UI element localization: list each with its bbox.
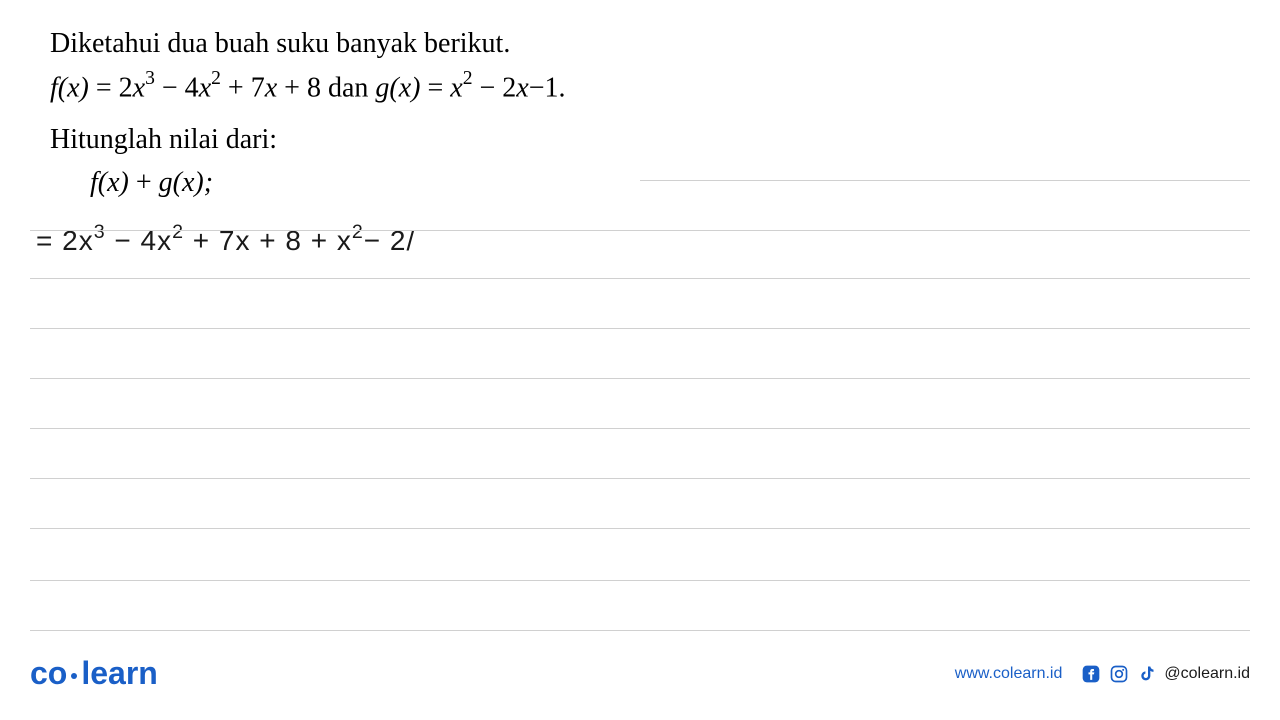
problem-line-3: Hitunglah nilai dari:: [50, 120, 1230, 159]
ruled-line: [30, 630, 1250, 631]
footer: colearn www.colearn.id @colearn.id: [0, 655, 1280, 692]
social-group: @colearn.id: [1080, 663, 1250, 685]
ruled-line: [30, 378, 1250, 379]
tiktok-icon: [1136, 663, 1158, 685]
problem-content: Diketahui dua buah suku banyak berikut. …: [0, 0, 1280, 202]
problem-line-4: f(x) + g(x);: [50, 163, 1230, 202]
ruled-line: [30, 478, 1250, 479]
logo-dot-icon: [71, 673, 77, 679]
ruled-line: [30, 230, 1250, 231]
website-url: www.colearn.id: [955, 665, 1063, 683]
social-handle: @colearn.id: [1164, 665, 1250, 683]
ruled-line: [30, 278, 1250, 279]
ruled-line: [30, 528, 1250, 529]
facebook-icon: [1080, 663, 1102, 685]
logo-learn: learn: [81, 655, 157, 691]
ruled-line: [640, 180, 1250, 181]
logo-co: co: [30, 655, 67, 691]
problem-statement: Diketahui dua buah suku banyak berikut. …: [50, 24, 1230, 202]
ruled-line: [30, 328, 1250, 329]
ruled-line: [30, 580, 1250, 581]
brand-logo: colearn: [30, 655, 158, 692]
problem-line-2: f(x) = 2x3 − 4x2 + 7x + 8 dan g(x) = x2 …: [50, 67, 1230, 108]
instagram-icon: [1108, 663, 1130, 685]
footer-right: www.colearn.id @colearn.id: [955, 663, 1250, 685]
problem-line-1: Diketahui dua buah suku banyak berikut.: [50, 24, 1230, 63]
ruled-line: [30, 428, 1250, 429]
